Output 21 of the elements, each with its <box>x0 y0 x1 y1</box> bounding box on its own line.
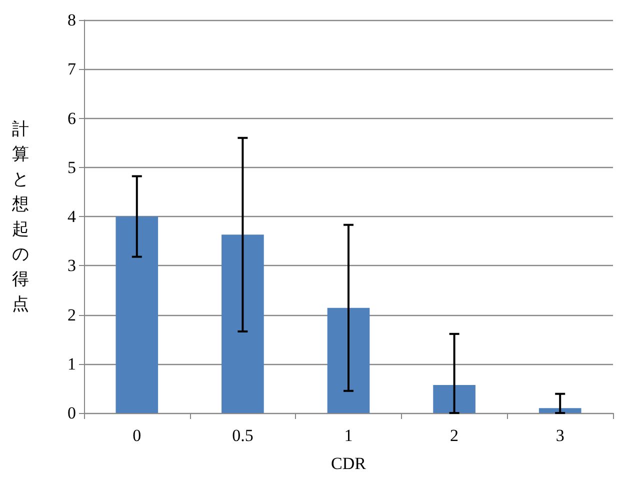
x-tick-label: 1 <box>344 426 353 445</box>
y-tick-label: 4 <box>68 207 76 226</box>
y-axis-title: 計算と想起の得点 <box>11 120 29 314</box>
y-tick-label: 2 <box>68 305 76 324</box>
x-tick-label: 2 <box>450 426 459 445</box>
x-axis-title: CDR <box>331 454 367 473</box>
y-tick-label: 7 <box>68 60 76 79</box>
y-tick-label: 6 <box>68 108 76 128</box>
x-tick-label: 3 <box>556 426 564 445</box>
bar <box>222 234 264 413</box>
y-tick-label: 3 <box>68 256 76 276</box>
bar <box>538 408 582 413</box>
x-tick-label: 0.5 <box>232 426 254 445</box>
y-tick-label: 0 <box>68 404 76 422</box>
bar <box>433 385 476 413</box>
bar <box>116 216 158 413</box>
y-tick-label: 5 <box>68 158 76 177</box>
x-tick-label: 0 <box>132 426 142 445</box>
bar <box>327 308 370 413</box>
y-tick-label: 8 <box>68 10 76 30</box>
y-tick-label: 1 <box>68 354 76 374</box>
